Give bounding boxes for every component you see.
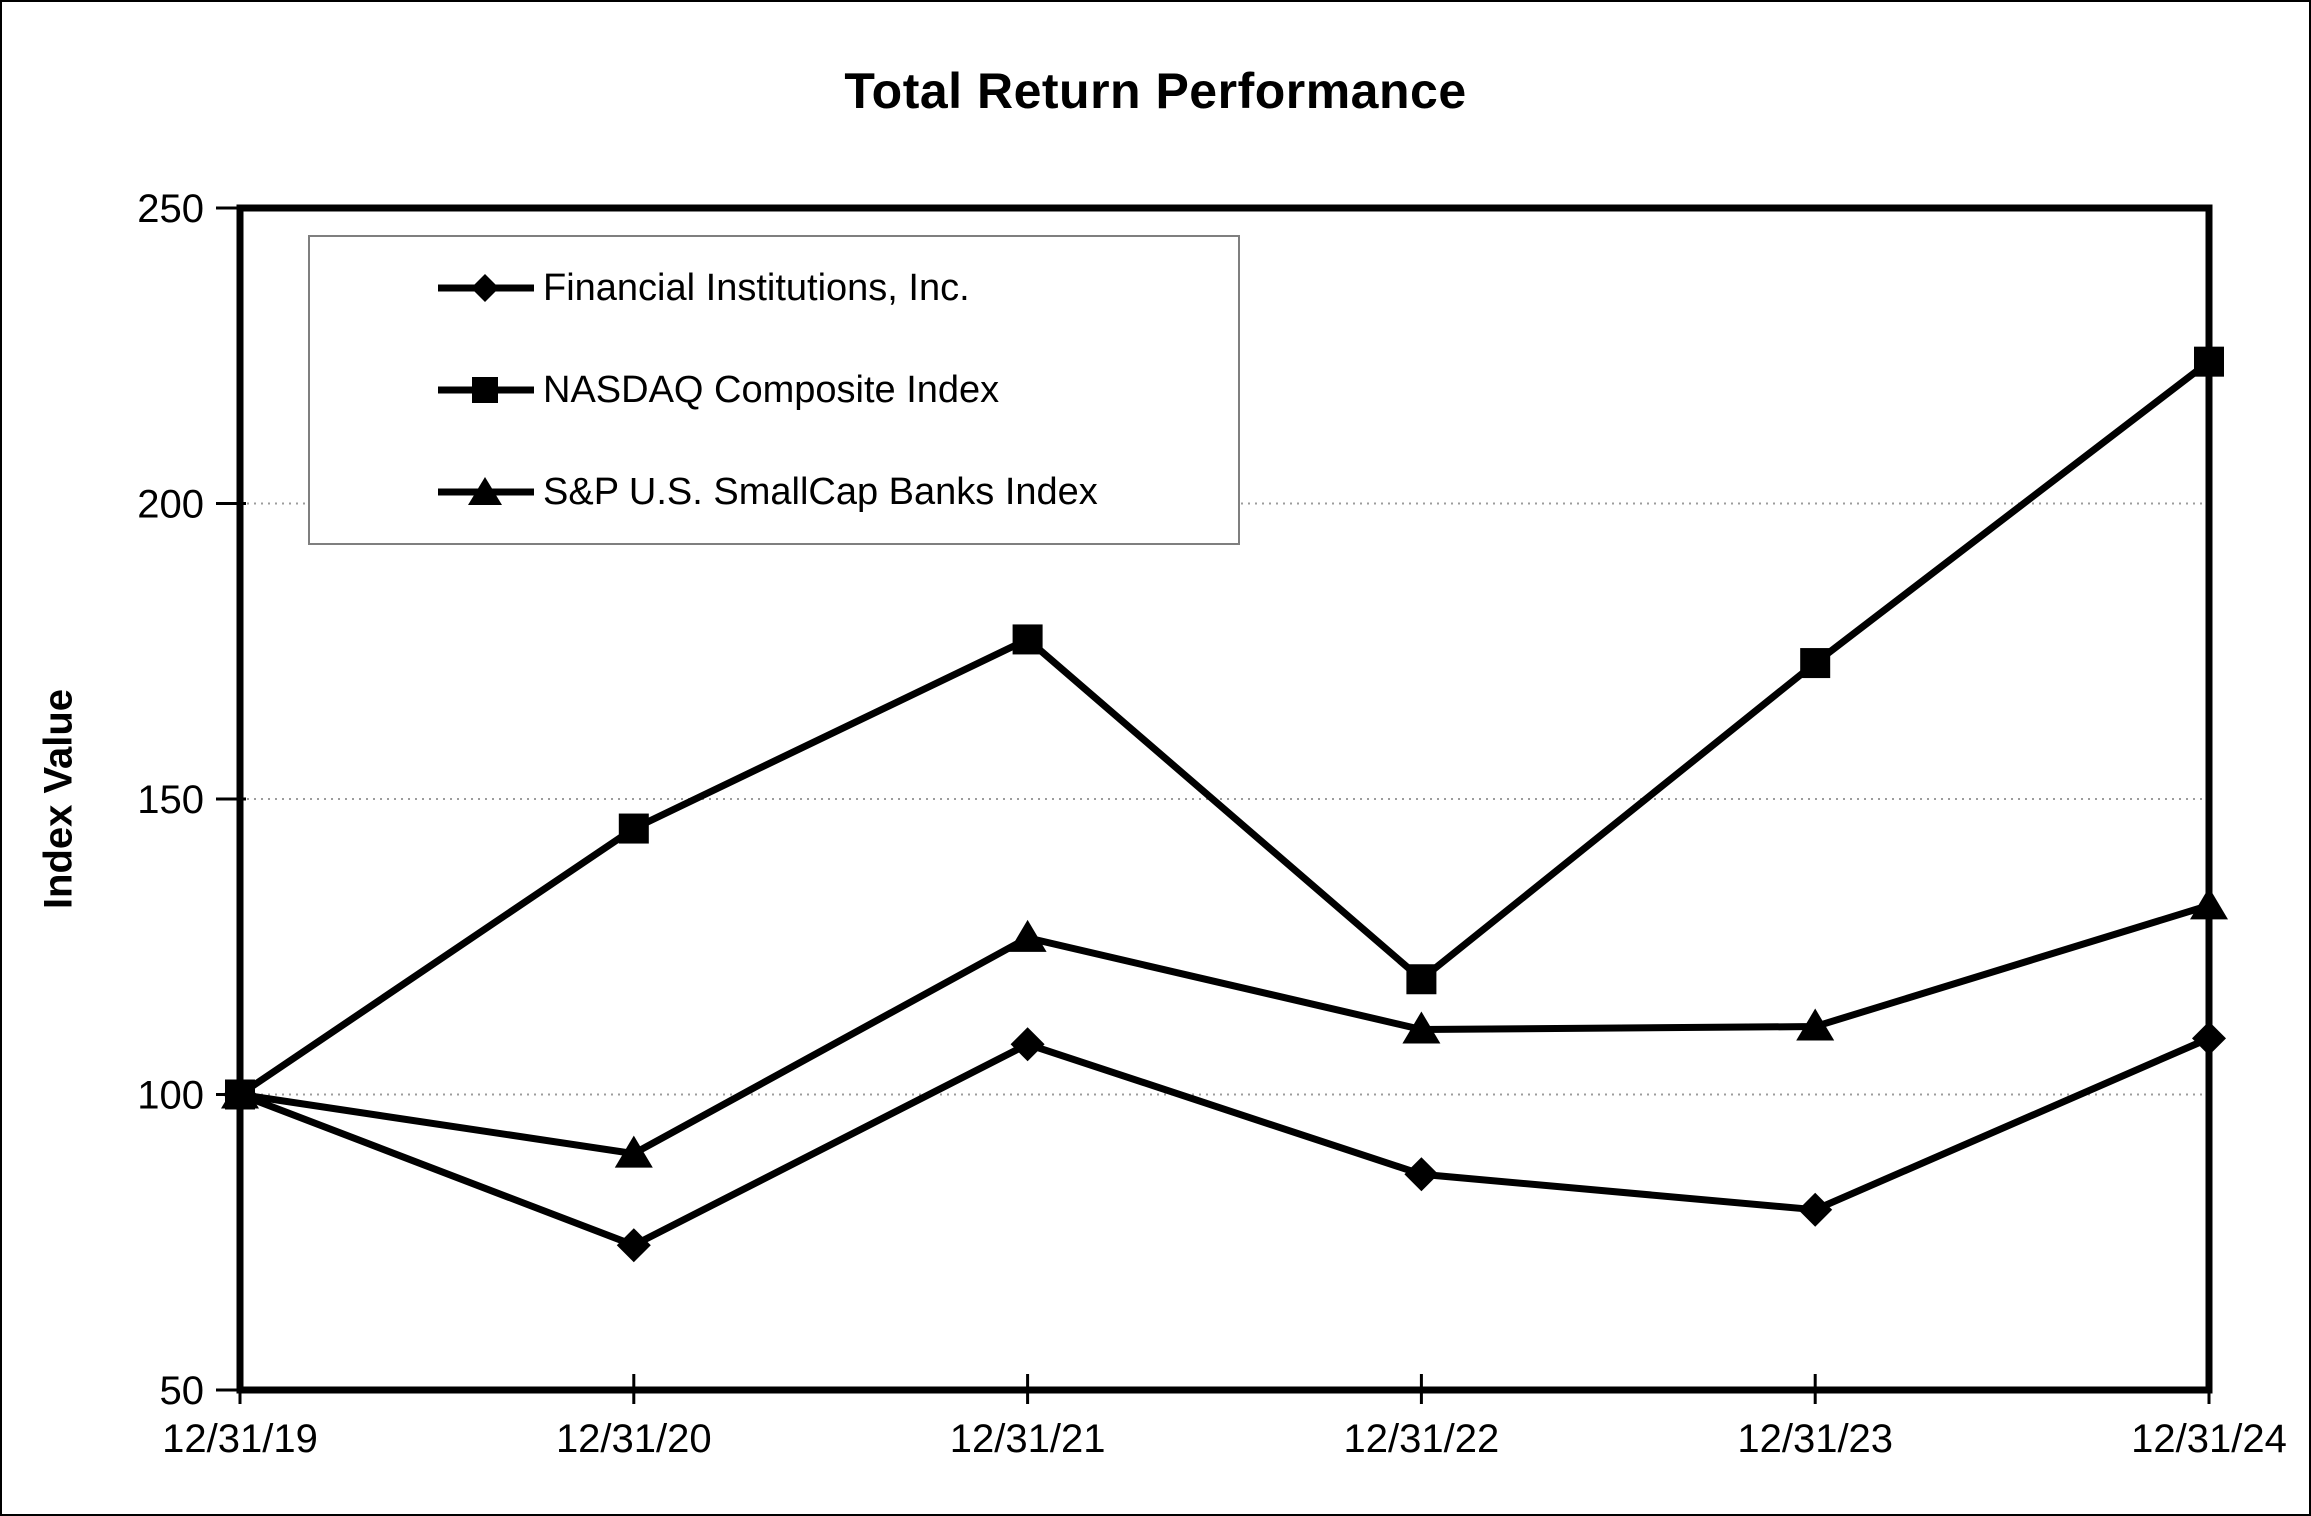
x-tick-label: 12/31/21 [950, 1417, 1106, 1461]
x-tick-label: 12/31/20 [556, 1417, 712, 1461]
y-tick-label: 100 [137, 1074, 204, 1118]
legend-item-nasdaq-composite: NASDAQ Composite Index [310, 339, 1238, 441]
diamond-marker [1010, 1027, 1045, 1062]
chart-title: Total Return Performance [844, 63, 1467, 119]
legend-label: NASDAQ Composite Index [543, 368, 1000, 411]
diamond-marker-icon [438, 274, 534, 302]
x-tick-label: 12/31/23 [1737, 1417, 1893, 1461]
diamond-marker [1404, 1157, 1439, 1192]
triangle-marker [2190, 887, 2228, 920]
square-marker [2194, 346, 2224, 377]
series-line-triangle [239, 902, 2211, 1158]
y-tick-label: 250 [137, 187, 204, 231]
legend-item-financial-institutions: Financial Institutions, Inc. [310, 237, 1238, 339]
plot-border [236, 204, 2213, 1394]
triangle-marker [614, 1135, 653, 1168]
triangle-marker [1402, 1011, 1441, 1044]
square-marker [1012, 624, 1043, 655]
triangle-marker [1796, 1008, 1835, 1041]
square-marker [225, 1079, 255, 1110]
square-marker [1406, 964, 1437, 995]
x-tick-label: 12/31/24 [2131, 1417, 2287, 1461]
legend-label: S&P U.S. SmallCap Banks Index [543, 470, 1098, 513]
triangle-marker-icon [438, 477, 534, 505]
series-line-square [238, 358, 2212, 1098]
diamond-marker [2192, 1021, 2226, 1056]
diamond-marker [1798, 1192, 1833, 1227]
legend: Financial Institutions, Inc. NASDAQ Comp… [308, 235, 1240, 545]
x-tick-label: 12/31/22 [1344, 1417, 1500, 1461]
diamond-marker [616, 1228, 651, 1263]
square-marker-icon [438, 377, 534, 403]
triangle-marker [1008, 919, 1047, 952]
square-marker [618, 813, 649, 844]
series-line-diamond [238, 1035, 2211, 1250]
square-marker [1800, 648, 1831, 679]
x-tick-label: 12/31/19 [162, 1417, 318, 1461]
legend-label: Financial Institutions, Inc. [543, 266, 970, 309]
y-tick-label: 150 [137, 778, 204, 822]
legend-item-sp-smallcap-banks: S&P U.S. SmallCap Banks Index [310, 441, 1238, 543]
y-tick-label: 200 [137, 483, 204, 527]
y-tick-label: 50 [160, 1369, 205, 1413]
